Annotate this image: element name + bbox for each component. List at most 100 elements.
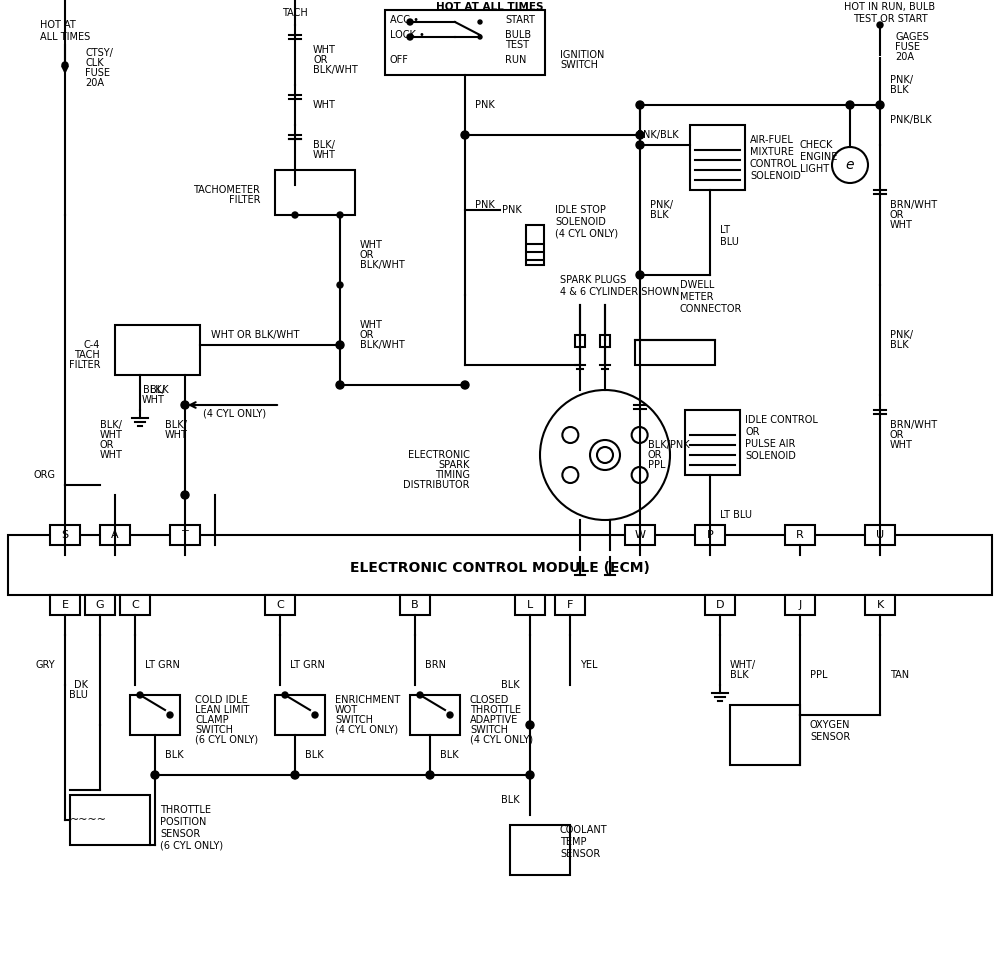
Text: CLK: CLK [85,58,104,68]
Text: POSITION: POSITION [160,817,206,827]
Text: OFF: OFF [390,55,409,65]
Bar [265,595,295,615]
Text: SENSOR: SENSOR [560,849,600,859]
Text: PNK: PNK [502,205,522,215]
Text: BLK/WHT: BLK/WHT [360,340,405,350]
Text: THROTTLE: THROTTLE [160,805,211,815]
Text: C-4: C-4 [84,340,100,350]
Text: BLK/WHT: BLK/WHT [360,260,405,270]
Text: 20A: 20A [895,52,914,62]
Text: BLK: BLK [165,750,184,760]
Text: W: W [635,530,646,540]
Text: S: S [61,530,69,540]
Text: A: A [111,530,119,540]
Text: (4 CYL ONLY): (4 CYL ONLY) [555,229,618,239]
Text: CONNECTOR: CONNECTOR [680,304,742,314]
Text: CLAMP: CLAMP [195,715,229,725]
Text: OR: OR [360,330,374,340]
Text: COOLANT: COOLANT [560,825,608,835]
Bar [100,525,130,545]
Text: CTSY/: CTSY/ [85,48,113,58]
Text: PNK/BLK: PNK/BLK [890,115,932,125]
Bar [600,335,610,347]
Bar [275,170,355,215]
Text: BLK: BLK [305,750,324,760]
Text: BLU: BLU [69,690,88,700]
Circle shape [636,131,644,139]
Text: LT BLU: LT BLU [720,510,752,520]
Text: LT: LT [720,225,730,235]
Circle shape [478,20,482,24]
Bar [275,695,325,735]
Text: START: START [505,15,535,25]
Text: CLOSED: CLOSED [470,695,509,705]
Circle shape [447,712,453,718]
Text: K: K [876,600,884,610]
Text: BLK: BLK [501,680,520,690]
Text: OR: OR [313,55,328,65]
Text: SWITCH: SWITCH [335,715,373,725]
Text: ENRICHMENT: ENRICHMENT [335,695,400,705]
Text: BLK/PNK: BLK/PNK [648,440,690,450]
Circle shape [167,712,173,718]
Text: BULB: BULB [505,30,531,40]
Text: D: D [716,600,724,610]
Circle shape [461,381,469,389]
Bar [705,595,735,615]
Circle shape [478,35,482,39]
Text: 4 & 6 CYLINDER SHOWN: 4 & 6 CYLINDER SHOWN [560,287,679,297]
Bar [625,525,655,545]
Circle shape [636,271,644,279]
Text: WHT: WHT [313,150,336,160]
Text: SENSOR: SENSOR [160,829,200,839]
Text: IDLE CONTROL: IDLE CONTROL [745,415,818,425]
Circle shape [846,101,854,109]
Bar [85,595,115,615]
Circle shape [181,491,189,499]
Bar [385,10,545,75]
Text: BLK: BLK [650,210,669,220]
Text: LT GRN: LT GRN [145,660,180,670]
Text: (4 CYL ONLY): (4 CYL ONLY) [335,725,398,735]
Circle shape [877,22,883,28]
Text: SPARK: SPARK [439,460,470,470]
Text: HOT IN RUN, BULB: HOT IN RUN, BULB [844,2,936,12]
Text: SOLENOID: SOLENOID [750,171,801,181]
Text: DISTRIBUTOR: DISTRIBUTOR [404,480,470,490]
Text: WHT: WHT [313,45,336,55]
Text: OXYGEN: OXYGEN [810,720,850,730]
Text: SOLENOID: SOLENOID [745,451,796,461]
Text: ORG: ORG [33,470,55,480]
Bar [605,545,615,557]
Circle shape [562,427,578,443]
Circle shape [540,390,670,520]
Text: WHT: WHT [313,100,336,110]
Text: TEMP: TEMP [560,837,586,847]
Text: THROTTLE: THROTTLE [470,705,521,715]
Circle shape [636,141,644,149]
Text: PNK/BLK: PNK/BLK [637,130,679,140]
Circle shape [336,341,344,349]
Bar [8,535,992,595]
Circle shape [636,101,644,109]
Text: LEAN LIMIT: LEAN LIMIT [195,705,249,715]
Circle shape [461,131,469,139]
Text: WHT OR BLK/WHT: WHT OR BLK/WHT [211,330,299,340]
Text: ELECTRONIC CONTROL MODULE (ECM): ELECTRONIC CONTROL MODULE (ECM) [350,561,650,575]
Text: BLK/: BLK/ [100,420,122,430]
Bar [400,595,430,615]
Text: OR: OR [890,210,904,220]
Circle shape [632,427,648,443]
Bar [695,525,725,545]
Text: SOLENOID: SOLENOID [555,217,606,227]
Circle shape [181,401,189,409]
Text: SWITCH: SWITCH [560,60,598,70]
Bar [526,225,544,265]
Text: CHECK: CHECK [800,140,833,150]
Bar [685,410,740,475]
Text: G: G [96,600,104,610]
Circle shape [62,62,68,68]
Text: DWELL: DWELL [680,280,714,290]
Text: WHT: WHT [100,430,123,440]
Text: U: U [876,530,884,540]
